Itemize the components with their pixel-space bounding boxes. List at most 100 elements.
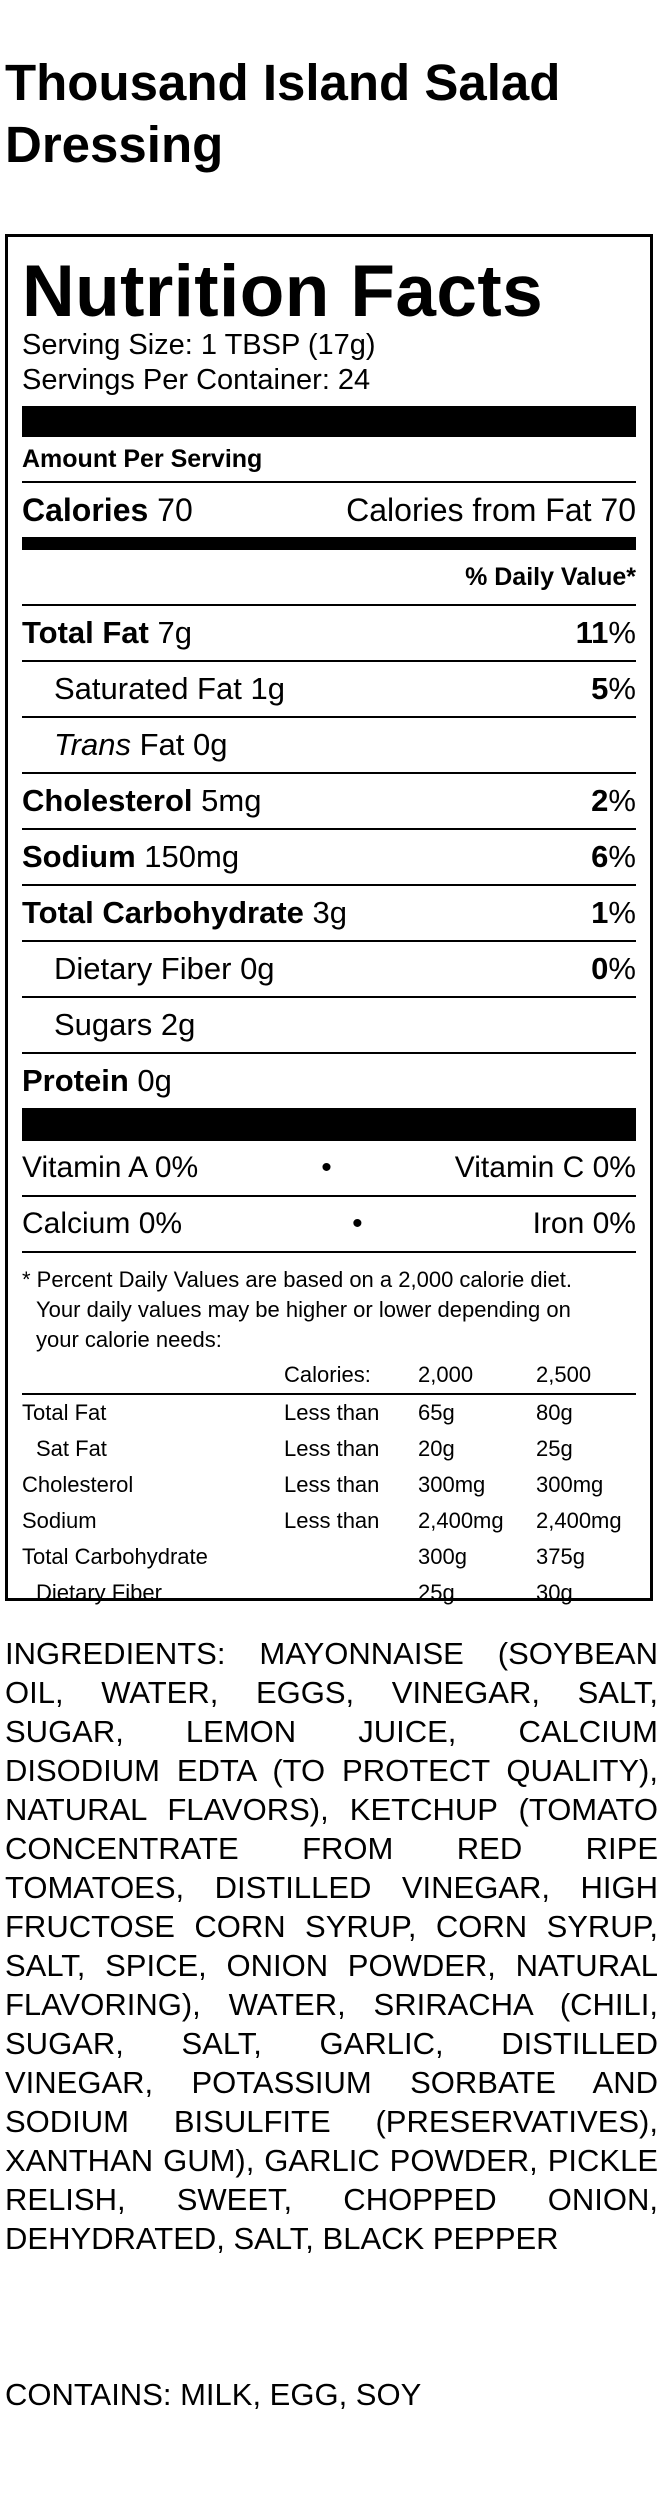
mineral-row: Calcium 0% • Iron 0% <box>22 1197 636 1253</box>
nutrient-amount: 5mg <box>201 783 262 818</box>
divider-thick <box>22 406 636 437</box>
nutrient-dv: 11 <box>575 615 609 650</box>
table-cell <box>284 1539 418 1575</box>
nutrient-row-sugars: Sugars 2g <box>22 998 636 1054</box>
table-cell <box>284 1575 418 1611</box>
percent-sign: % <box>608 615 636 650</box>
nutrient-suffix: Fat <box>139 727 185 762</box>
table-cell: 2,500 <box>536 1357 636 1395</box>
nutrient-dv: 6 <box>591 839 609 874</box>
nutrient-row-cholesterol: Cholesterol 5mg 2% <box>22 774 636 830</box>
table-cell: 300g <box>418 1544 467 1569</box>
table-row: Sat Fat Less than 20g 25g <box>22 1431 636 1467</box>
table-cell: Cholesterol <box>22 1472 134 1497</box>
nutrient-name: Trans <box>54 727 131 762</box>
table-cell: Total Carbohydrate <box>22 1544 208 1569</box>
table-cell: Total Fat <box>22 1400 107 1425</box>
nutrient-row-total-fat: Total Fat 7g 11% <box>22 606 636 662</box>
percent-sign: % <box>608 671 636 706</box>
table-cell: Sodium <box>22 1508 97 1533</box>
nutrient-name: Protein <box>22 1063 129 1098</box>
footnote: * Percent Daily Values are based on a 2,… <box>22 1265 636 1355</box>
calories-from-fat: Calories from Fat 70 <box>346 491 636 528</box>
percent-sign: % <box>608 895 636 930</box>
percent-sign: % <box>608 951 636 986</box>
nutrient-name: Saturated Fat <box>54 671 242 706</box>
calories-value: 70 <box>157 491 193 528</box>
table-cell: Sat Fat <box>36 1436 107 1461</box>
allergen-statement: CONTAINS: MILK, EGG, SOY <box>5 2377 422 2412</box>
table-cell: 300mg <box>536 1472 604 1497</box>
nutrient-amount: 1g <box>250 671 285 706</box>
servings-per-container: Servings Per Container: 24 <box>22 364 371 396</box>
percent-sign: % <box>608 783 636 818</box>
vitamin-row: Vitamin A 0% • Vitamin C 0% <box>22 1141 636 1197</box>
nutrient-name: Sugars <box>54 1007 153 1042</box>
bullet: • <box>321 1151 332 1184</box>
daily-value-table: Calories: 2,000 2,500 Total Fat Less tha… <box>22 1357 636 1611</box>
nutrient-amount: 3g <box>312 895 348 930</box>
table-cell: Dietary Fiber <box>36 1580 162 1605</box>
nutrient-dv: 1 <box>591 895 609 930</box>
nutrient-name: Cholesterol <box>22 783 193 818</box>
nutrient-row-sodium: Sodium 150mg 6% <box>22 830 636 886</box>
nutrient-amount: 0g <box>193 727 228 762</box>
table-cell: 25g <box>418 1580 455 1605</box>
footnote-line-3: your calorie needs: <box>36 1327 222 1352</box>
table-cell: Less than <box>284 1436 380 1461</box>
nutrient-name: Sodium <box>22 839 136 874</box>
table-cell: Less than <box>284 1508 380 1533</box>
table-cell <box>22 1357 284 1395</box>
calories-label: Calories <box>22 491 149 528</box>
table-cell: Less than <box>284 1400 380 1425</box>
amount-per-serving: Amount Per Serving <box>22 437 636 483</box>
table-cell: 65g <box>418 1400 455 1425</box>
serving-size: Serving Size: 1 TBSP (17g) <box>22 329 376 361</box>
nutrient-row-saturated-fat: Saturated Fat 1g 5% <box>22 662 636 718</box>
table-cell: 300mg <box>418 1472 486 1497</box>
footnote-line-1: * Percent Daily Values are based on a 2,… <box>22 1267 572 1292</box>
vitamin-c: Vitamin C 0% <box>454 1151 636 1184</box>
table-cell: 2,000 <box>418 1357 536 1395</box>
vitamin-a: Vitamin A 0% <box>22 1151 199 1184</box>
nutrient-name: Total Carbohydrate <box>22 895 304 930</box>
nutrition-facts-panel: Nutrition Facts Serving Size: 1 TBSP (17… <box>5 234 653 1605</box>
table-cell: 20g <box>418 1436 455 1461</box>
calories-row: Calories 70 Calories from Fat 70 <box>22 483 636 537</box>
nutrient-dv: 5 <box>591 671 609 706</box>
table-row: Dietary Fiber 25g 30g <box>22 1575 636 1611</box>
nutrient-dv: 0 <box>591 951 609 986</box>
nutrient-dv: 2 <box>591 783 609 818</box>
ingredients-text: INGREDIENTS: MAYONNAISE (SOYBEAN OIL, WA… <box>5 1636 658 2256</box>
nutrient-amount: 150mg <box>144 839 240 874</box>
table-row: Total Carbohydrate 300g 375g <box>22 1539 636 1575</box>
nutrient-row-total-carbohydrate: Total Carbohydrate 3g 1% <box>22 886 636 942</box>
nutrient-amount: 7g <box>157 615 192 650</box>
nutrient-name: Dietary Fiber <box>54 951 232 986</box>
table-cell: Calories: <box>284 1357 418 1395</box>
bullet: • <box>352 1207 363 1240</box>
footnote-line-2: Your daily values may be higher or lower… <box>36 1297 571 1322</box>
nutrient-amount: 0g <box>137 1063 172 1098</box>
nutrient-name: Total Fat <box>22 615 149 650</box>
percent-sign: % <box>608 839 636 874</box>
table-row: Cholesterol Less than 300mg 300mg <box>22 1467 636 1503</box>
nutrient-amount: 2g <box>160 1007 196 1042</box>
iron: Iron 0% <box>532 1207 636 1240</box>
nutrient-row-dietary-fiber: Dietary Fiber 0g 0% <box>22 942 636 998</box>
daily-value-header: % Daily Value* <box>22 550 636 606</box>
table-header-row: Calories: 2,000 2,500 <box>22 1357 636 1395</box>
nutrient-row-trans-fat: Trans Fat 0g <box>22 718 636 774</box>
nutrition-facts-heading: Nutrition Facts <box>22 251 544 332</box>
divider-medium <box>22 537 636 550</box>
nutrient-amount: 0g <box>240 951 275 986</box>
calcium: Calcium 0% <box>22 1207 183 1240</box>
table-cell: 80g <box>536 1400 573 1425</box>
table-cell: 375g <box>536 1544 585 1569</box>
nutrient-row-protein: Protein 0g <box>22 1054 636 1108</box>
table-row: Sodium Less than 2,400mg 2,400mg <box>22 1503 636 1539</box>
table-cell: Less than <box>284 1472 380 1497</box>
product-title: Thousand Island Salad Dressing <box>5 54 561 173</box>
table-cell: 25g <box>536 1436 573 1461</box>
table-cell: 2,400mg <box>536 1508 622 1533</box>
